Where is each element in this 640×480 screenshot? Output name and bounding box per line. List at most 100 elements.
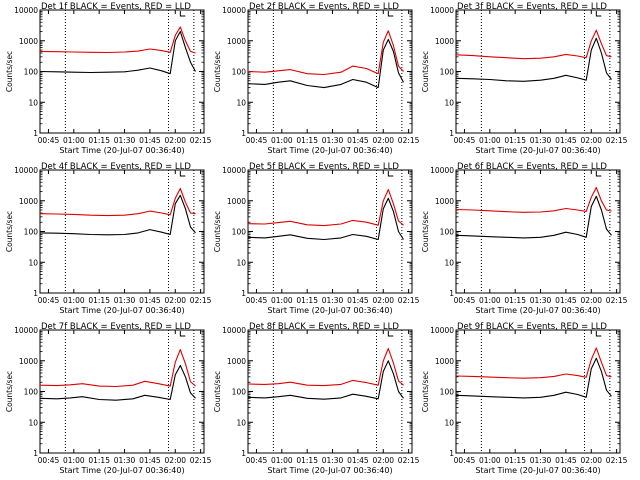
y-axis-label: Counts/sec <box>213 211 222 252</box>
plot-frame <box>39 169 205 294</box>
y-tick-label: 10 <box>236 258 246 267</box>
x-tick-label: 01:15 <box>504 136 526 145</box>
y-tick-label: 10 <box>444 98 454 107</box>
chart-panel-3: Det 3f BLACK = Events, RED = LLD 1 10 100 10… <box>421 2 628 155</box>
chart-title: Det 6f BLACK = Events, RED = LLD <box>457 162 607 172</box>
interval-marker <box>595 11 602 17</box>
chart-panel-2: Det 2f BLACK = Events, RED = LLD 1 10 100 10… <box>213 2 420 155</box>
x-tick-label: 01:30 <box>322 136 344 145</box>
y-tick-label: 1000 <box>19 37 38 46</box>
series-line-lld <box>39 349 196 388</box>
y-tick-label: 1 <box>33 289 38 298</box>
y-tick-label: 1000 <box>227 357 246 366</box>
chart-panel-7: Det 7f BLACK = Events, RED = LLD 1 10 100 10… <box>5 322 212 475</box>
x-tick-label: 02:00 <box>372 456 394 465</box>
x-tick-label: 00:45 <box>38 456 60 465</box>
series-line-events <box>455 195 612 239</box>
interval-marker <box>179 331 186 337</box>
x-tick-label: 01:15 <box>88 456 110 465</box>
x-tick-label: 01:00 <box>271 456 293 465</box>
x-tick-label: 02:15 <box>606 456 628 465</box>
y-axis-label: Counts/sec <box>421 371 430 412</box>
x-tick-label: 00:45 <box>38 296 60 305</box>
y-tick-label: 100 <box>24 228 39 237</box>
y-tick-label: 1 <box>449 289 454 298</box>
y-tick-label: 1 <box>241 449 246 458</box>
x-axis-label: Start Time (20-Jul-07 00:36:40) <box>475 306 600 315</box>
plot-frame <box>247 329 413 454</box>
chart-panel-8: Det 8f BLACK = Events, RED = LLD 1 10 100 10… <box>213 322 420 475</box>
series-line-lld <box>247 30 404 76</box>
x-tick-label: 01:15 <box>88 296 110 305</box>
x-tick-label: 01:15 <box>504 456 526 465</box>
x-tick-label: 00:45 <box>246 136 268 145</box>
y-tick-label: 10000 <box>222 6 246 15</box>
y-tick-label: 1 <box>241 289 246 298</box>
plot-frame <box>455 329 621 454</box>
chart-title: Det 1f BLACK = Events, RED = LLD <box>41 2 191 12</box>
y-tick-label: 10 <box>444 258 454 267</box>
x-tick-label: 00:45 <box>38 136 60 145</box>
x-tick-label: 02:00 <box>580 296 602 305</box>
y-tick-label: 1000 <box>227 197 246 206</box>
x-tick-label: 01:45 <box>139 456 161 465</box>
y-tick-label: 100 <box>440 68 455 77</box>
x-tick-label: 02:15 <box>190 296 212 305</box>
x-tick-label: 02:00 <box>372 136 394 145</box>
x-tick-label: 02:15 <box>398 296 420 305</box>
y-axis-label: Counts/sec <box>5 211 14 252</box>
series-line-events <box>39 364 196 401</box>
y-tick-label: 1 <box>33 129 38 138</box>
series-line-lld <box>455 29 612 60</box>
x-tick-label: 01:00 <box>479 456 501 465</box>
interval-marker <box>179 11 186 17</box>
x-tick-label: 01:45 <box>347 456 369 465</box>
chart-title: Det 2f BLACK = Events, RED = LLD <box>249 2 399 12</box>
x-tick-label: 02:15 <box>398 456 420 465</box>
chart-title: Det 8f BLACK = Events, RED = LLD <box>249 322 399 332</box>
y-tick-label: 10 <box>28 258 38 267</box>
x-axis-label: Start Time (20-Jul-07 00:36:40) <box>267 306 392 315</box>
x-tick-label: 01:30 <box>114 296 136 305</box>
x-axis-label: Start Time (20-Jul-07 00:36:40) <box>59 466 184 475</box>
chart-title: Det 5f BLACK = Events, RED = LLD <box>249 162 399 172</box>
y-axis-label: Counts/sec <box>5 51 14 92</box>
x-axis-label: Start Time (20-Jul-07 00:36:40) <box>267 466 392 475</box>
interval-marker <box>179 171 186 177</box>
interval-marker <box>595 331 602 337</box>
chart-panel-1: Det 1f BLACK = Events, RED = LLD 1 10 100 10… <box>5 2 212 155</box>
chart-title: Det 9f BLACK = Events, RED = LLD <box>457 322 607 332</box>
y-tick-label: 100 <box>232 388 247 397</box>
y-tick-label: 1000 <box>435 37 454 46</box>
chart-panel-4: Det 4f BLACK = Events, RED = LLD 1 10 100 10… <box>5 162 212 315</box>
x-tick-label: 00:45 <box>246 296 268 305</box>
y-tick-label: 100 <box>24 388 39 397</box>
y-tick-label: 100 <box>440 388 455 397</box>
interval-marker <box>595 171 602 177</box>
x-tick-label: 00:45 <box>454 296 476 305</box>
y-axis-label: Counts/sec <box>213 371 222 412</box>
x-tick-label: 01:30 <box>530 456 552 465</box>
x-tick-label: 02:15 <box>606 296 628 305</box>
y-tick-label: 1000 <box>435 197 454 206</box>
y-tick-label: 1 <box>33 449 38 458</box>
series-line-lld <box>247 347 404 387</box>
y-tick-label: 10 <box>236 418 246 427</box>
y-tick-label: 100 <box>232 68 247 77</box>
x-axis-label: Start Time (20-Jul-07 00:36:40) <box>475 146 600 155</box>
x-axis-label: Start Time (20-Jul-07 00:36:40) <box>267 146 392 155</box>
series-line-events <box>455 37 612 82</box>
x-tick-label: 01:00 <box>63 136 85 145</box>
series-line-lld <box>39 187 196 217</box>
x-tick-label: 00:45 <box>454 456 476 465</box>
series-line-events <box>247 38 404 89</box>
y-tick-label: 10000 <box>430 326 454 335</box>
interval-marker <box>387 331 394 337</box>
series-line-events <box>247 360 404 400</box>
x-tick-label: 01:45 <box>555 456 577 465</box>
x-axis-label: Start Time (20-Jul-07 00:36:40) <box>475 466 600 475</box>
x-tick-label: 01:30 <box>114 456 136 465</box>
x-tick-label: 02:15 <box>398 136 420 145</box>
y-tick-label: 10 <box>28 418 38 427</box>
